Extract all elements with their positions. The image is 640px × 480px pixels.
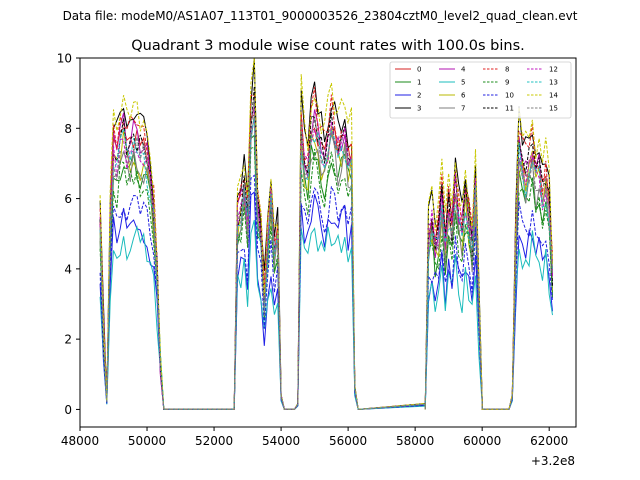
legend-label-10: 10 xyxy=(505,92,514,100)
y-tick-label: 2 xyxy=(64,333,72,347)
x-tick-label: 58000 xyxy=(396,434,434,448)
series-lines xyxy=(99,58,553,410)
y-tick-label: 0 xyxy=(64,403,72,417)
legend-label-6: 6 xyxy=(461,92,466,100)
x-tick-label: 62000 xyxy=(530,434,568,448)
x-tick-label: 48000 xyxy=(61,434,99,448)
legend-label-9: 9 xyxy=(505,79,509,87)
y-tick-label: 10 xyxy=(57,52,72,66)
legend-label-7: 7 xyxy=(461,105,465,113)
legend-label-14: 14 xyxy=(549,92,558,100)
legend-label-5: 5 xyxy=(461,79,465,87)
legend-label-0: 0 xyxy=(417,66,421,74)
x-tick-label: 56000 xyxy=(329,434,367,448)
legend-label-8: 8 xyxy=(505,66,509,74)
legend-label-2: 2 xyxy=(417,92,421,100)
legend-label-1: 1 xyxy=(417,79,421,87)
x-axis: 48000 50000 52000 54000 56000 58000 60000 62000 xyxy=(61,427,568,448)
y-tick-label: 4 xyxy=(64,262,72,276)
x-tick-label: 60000 xyxy=(463,434,501,448)
x-axis-offset-label: +3.2e8 xyxy=(531,454,575,468)
y-axis: 0 2 4 6 8 10 xyxy=(57,52,80,417)
legend-label-4: 4 xyxy=(461,66,466,74)
legend-label-11: 11 xyxy=(505,105,514,113)
series-line-15 xyxy=(99,98,553,410)
legend-label-3: 3 xyxy=(417,105,421,113)
y-tick-label: 8 xyxy=(64,122,72,136)
x-tick-label: 52000 xyxy=(195,434,233,448)
y-tick-label: 6 xyxy=(64,192,72,206)
x-tick-label: 54000 xyxy=(262,434,300,448)
x-tick-label: 50000 xyxy=(128,434,166,448)
legend-box xyxy=(389,61,572,119)
legend-label-15: 15 xyxy=(549,105,558,113)
legend-label-12: 12 xyxy=(549,66,558,74)
plot-area xyxy=(79,57,577,428)
axes-frame xyxy=(79,57,577,428)
figure-suptitle: Data file: modeM0/AS1A07_113T01_90000035… xyxy=(63,9,578,23)
chart-title: Quadrant 3 module wise count rates with … xyxy=(131,38,525,54)
legend-label-13: 13 xyxy=(549,79,558,87)
